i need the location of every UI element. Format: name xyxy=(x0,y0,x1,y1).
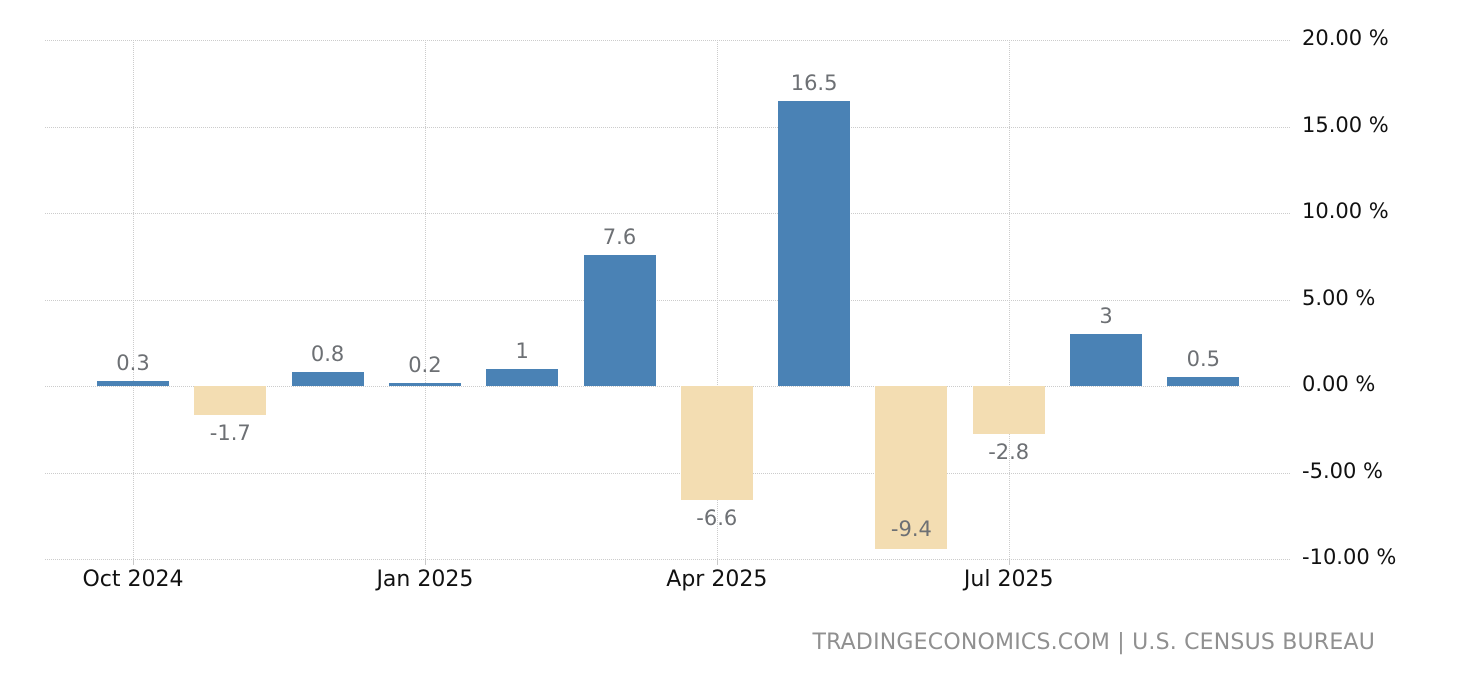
vertical-gridline xyxy=(133,40,134,559)
bar-value-label: 0.3 xyxy=(116,350,150,375)
bar-value-label: 1 xyxy=(515,338,529,363)
y-axis-tick-label: -5.00 % xyxy=(1302,458,1383,483)
y-axis-tick-label: 5.00 % xyxy=(1302,285,1376,310)
bar[interactable] xyxy=(875,386,948,549)
horizontal-gridline xyxy=(45,386,1290,387)
vertical-gridline xyxy=(1008,40,1010,559)
bar[interactable] xyxy=(194,386,267,416)
x-axis-tick-mark xyxy=(1008,559,1010,565)
bar-value-label: 0.5 xyxy=(1186,347,1220,372)
bar-value-label: 3 xyxy=(1099,304,1113,329)
bar-value-label: -9.4 xyxy=(890,516,932,541)
x-axis-tick-label: Oct 2024 xyxy=(82,567,184,592)
horizontal-gridline xyxy=(45,472,1290,474)
x-axis-tick-mark xyxy=(424,559,426,565)
bar-value-label: 0.2 xyxy=(408,352,442,377)
vertical-gridline xyxy=(424,40,426,559)
bar-value-label: 0.8 xyxy=(310,342,345,367)
bar-value-label: 7.6 xyxy=(602,224,637,249)
bar[interactable] xyxy=(291,372,364,386)
bar-value-label: -1.7 xyxy=(209,421,251,446)
bar[interactable] xyxy=(972,386,1045,435)
bar-value-label: -6.6 xyxy=(696,506,738,531)
bar[interactable] xyxy=(680,386,753,501)
y-axis-tick-label: 10.00 % xyxy=(1302,199,1389,223)
bar[interactable] xyxy=(486,368,559,386)
x-axis-tick-mark xyxy=(133,559,134,565)
bar-value-label: -2.8 xyxy=(988,440,1030,465)
horizontal-gridline xyxy=(45,40,1290,41)
y-axis-tick-label: -10.00 % xyxy=(1302,545,1397,569)
bar[interactable] xyxy=(1167,377,1240,386)
x-axis-tick-label: Apr 2025 xyxy=(666,567,768,592)
y-axis-tick-label: 15.00 % xyxy=(1302,112,1389,137)
bar[interactable] xyxy=(1070,334,1142,386)
bar[interactable] xyxy=(583,254,656,386)
bar-value-label: 16.5 xyxy=(790,70,838,95)
x-axis-tick-label: Jul 2025 xyxy=(963,567,1054,592)
y-axis-tick-label: 0.00 % xyxy=(1302,372,1376,396)
x-axis-tick-mark xyxy=(716,559,718,565)
vertical-gridline xyxy=(716,40,718,559)
horizontal-gridline xyxy=(45,559,1290,560)
horizontal-gridline xyxy=(45,299,1290,301)
y-axis-tick-label: 20.00 % xyxy=(1302,26,1389,50)
horizontal-gridline xyxy=(45,213,1290,214)
attribution-text: TRADINGECONOMICS.COM | U.S. CENSUS BUREA… xyxy=(812,630,1375,655)
bar[interactable] xyxy=(778,100,851,386)
bar[interactable] xyxy=(388,382,461,386)
horizontal-gridline xyxy=(45,126,1290,128)
bar[interactable] xyxy=(97,380,169,386)
x-axis-tick-label: Jan 2025 xyxy=(376,567,474,592)
